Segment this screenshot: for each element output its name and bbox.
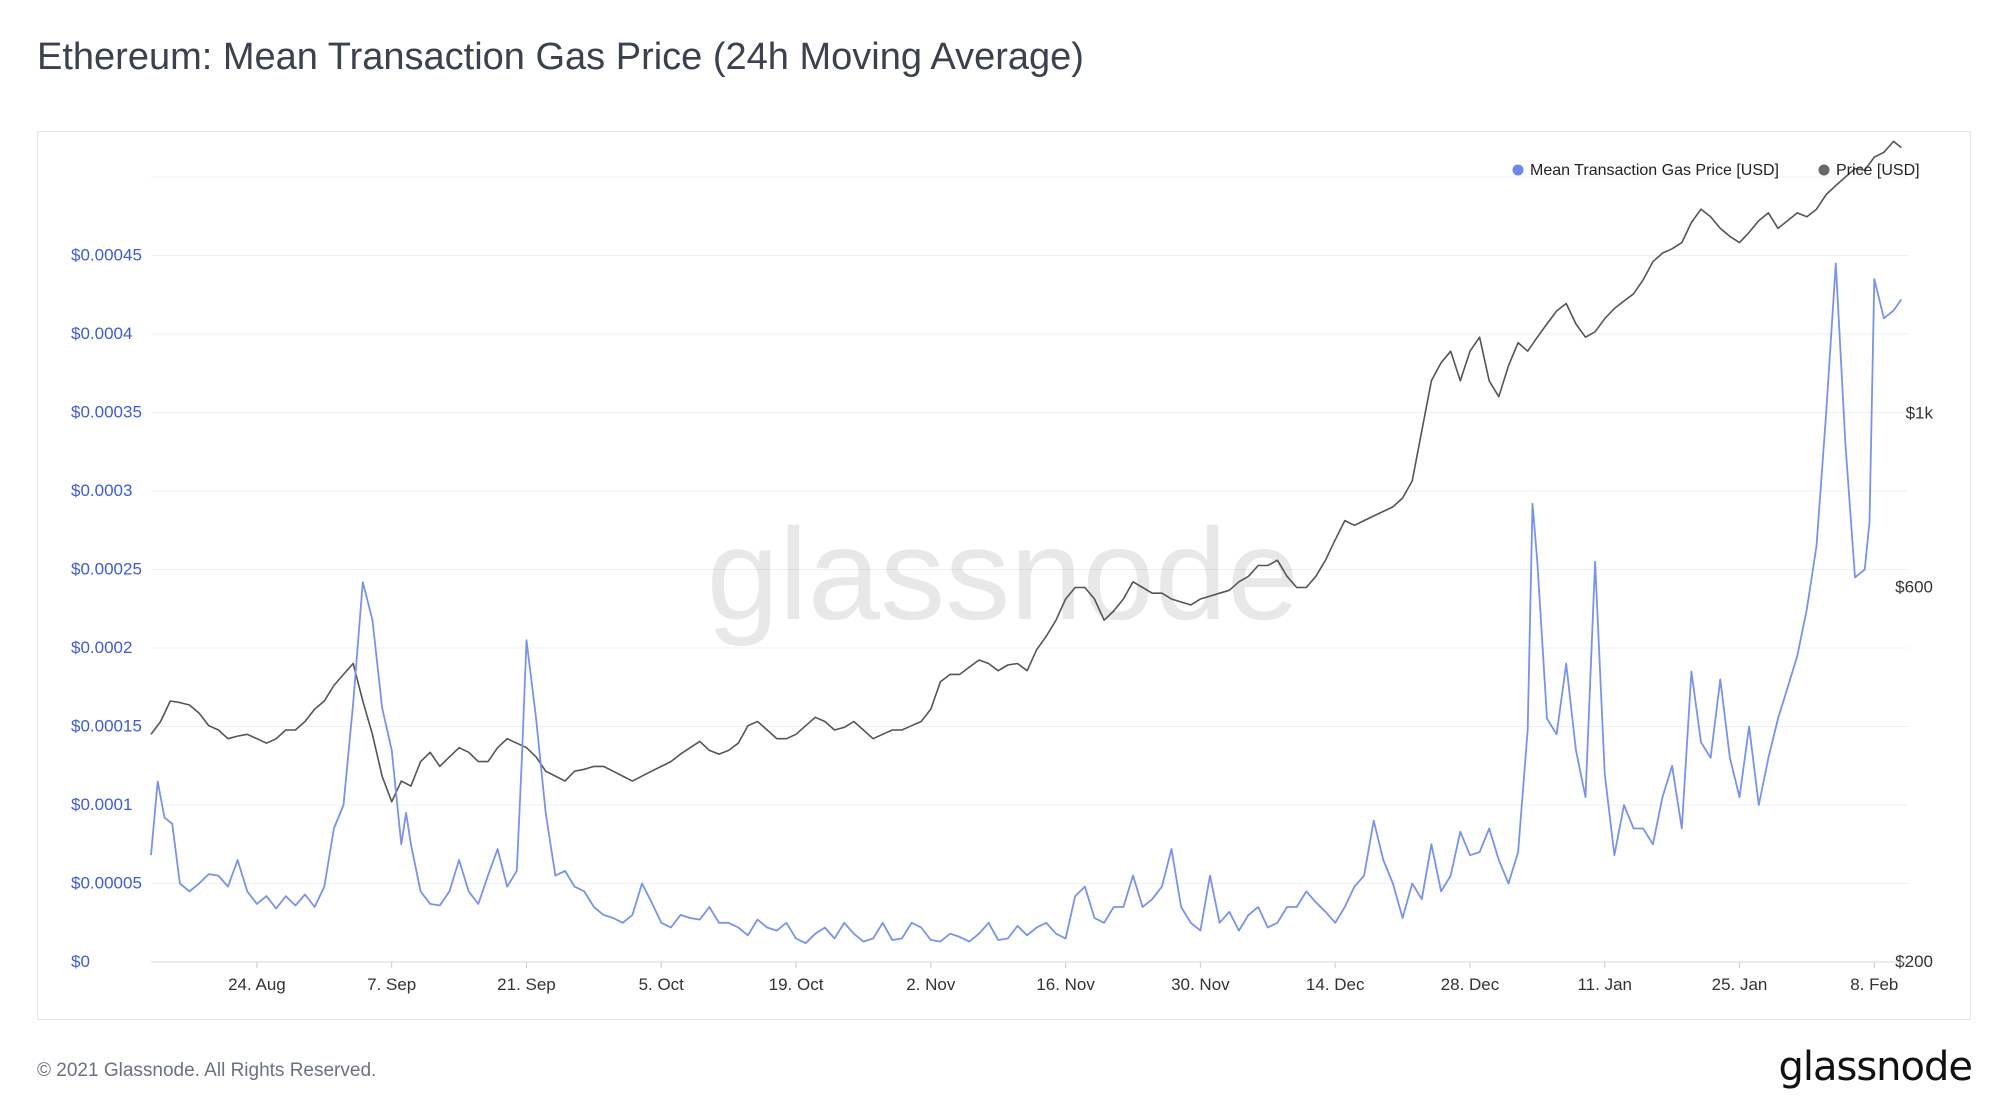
y-axis-left: $0 $0.00005 $0.0001 $0.00015 $0.0002 $0.00025… <box>71 246 142 972</box>
x-tick-label: 2. Nov <box>906 975 956 994</box>
x-tick-label: 21. Sep <box>497 975 556 994</box>
legend-label: Price [USD] <box>1836 162 1920 179</box>
page-title: Ethereum: Mean Transaction Gas Price (24… <box>37 36 1084 78</box>
legend: Mean Transaction Gas Price [USD] Price [U… <box>1512 162 1920 179</box>
price-usd-line <box>150 140 1902 803</box>
y-left-tick-label: $0.00015 <box>71 717 142 736</box>
x-tick-label: 16. Nov <box>1036 975 1095 994</box>
y-left-tick-label: $0.0003 <box>71 481 132 500</box>
legend-label: Mean Transaction Gas Price [USD] <box>1530 162 1779 179</box>
y-right-tick-label: $600 <box>1895 577 1933 596</box>
chart-panel: glassnode $0 $0.00005 $0.0001 $0.00015 $0.00… <box>37 131 1971 1020</box>
y-left-tick-label: $0.00035 <box>71 403 142 422</box>
gas-price-line <box>150 262 1903 945</box>
y-axis-right: $200 $600 $1k <box>1895 403 1933 971</box>
y-left-tick-label: $0 <box>71 952 90 971</box>
legend-marker <box>1818 164 1830 176</box>
x-tick-label: 19. Oct <box>769 975 824 994</box>
x-tick-label: 7. Sep <box>367 975 416 994</box>
x-tick-label: 30. Nov <box>1171 975 1230 994</box>
y-left-tick-label: $0.0004 <box>71 324 132 343</box>
copyright-text: © 2021 Glassnode. All Rights Reserved. <box>37 1060 377 1081</box>
x-tick-label: 14. Dec <box>1306 975 1365 994</box>
series-layer <box>150 140 1903 945</box>
y-left-tick-label: $0.00025 <box>71 560 142 579</box>
y-left-tick-label: $0.00005 <box>71 874 142 893</box>
x-tick-label: 24. Aug <box>228 975 286 994</box>
x-tick-label: 5. Oct <box>639 975 685 994</box>
chart-svg: glassnode $0 $0.00005 $0.0001 $0.00015 $0.00… <box>71 140 1933 994</box>
y-right-tick-label: $200 <box>1895 952 1933 971</box>
x-tick-label: 11. Jan <box>1577 975 1632 994</box>
legend-marker <box>1512 164 1524 176</box>
y-left-tick-label: $0.0002 <box>71 638 132 657</box>
x-tick-label: 28. Dec <box>1441 975 1500 994</box>
grid-lines <box>151 176 1908 963</box>
y-right-tick-label: $1k <box>1906 403 1934 422</box>
x-axis: 24. Aug 7. Sep 21. Sep 5. Oct 19. Oct 2. Nov 1… <box>151 961 1908 994</box>
x-tick-label: 25. Jan <box>1712 975 1768 994</box>
y-left-tick-label: $0.0001 <box>71 795 132 814</box>
watermark: glassnode <box>707 501 1300 647</box>
x-tick-label: 8. Feb <box>1850 975 1898 994</box>
brand-logo: glassnode <box>1778 1044 1973 1090</box>
y-left-tick-label: $0.00045 <box>71 246 142 265</box>
